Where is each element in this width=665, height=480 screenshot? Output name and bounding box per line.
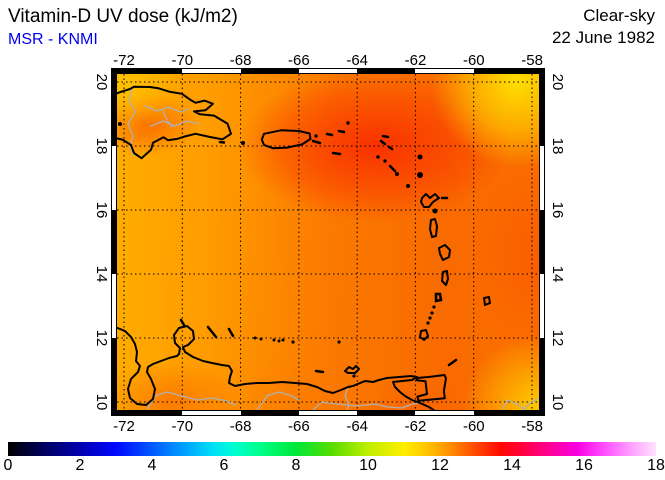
lon-tick-label: -60 [462,52,485,69]
island-outlines [344,193,491,374]
sky-condition-label: Clear-sky [583,6,655,25]
small-island-dots [118,121,438,378]
lon-tick-label: -58 [521,52,543,69]
map-frame-right [540,69,544,415]
colorbar-tick-label: 14 [503,457,521,474]
lon-tick-label: -62 [404,418,427,435]
lon-tick-label: -72 [113,418,135,435]
colorbar-gradient [8,442,656,456]
lat-tick-label: 10 [93,393,111,411]
puerto-rico-coast [260,129,312,150]
guadeloupe [420,193,440,208]
lat-tick-label: 12 [549,329,567,347]
venezuela-coast [117,325,436,410]
lat-tick-label: 14 [549,265,567,283]
barbados [483,296,491,306]
lat-tick-label: 12 [93,329,111,347]
lon-tick-label: -64 [346,52,369,69]
hispaniola-coast [117,85,232,160]
colorbar-tick-label: 0 [3,457,13,474]
lat-tick-label: 16 [549,201,567,219]
uv-dose-heatmap [116,73,540,411]
colorbar-tick-label: 2 [75,457,85,474]
lat-tick-label: 18 [549,137,567,155]
coastlines [117,85,447,410]
dominica [429,218,438,238]
lat-tick-label: 14 [93,265,111,283]
date-label: 22 June 1982 [551,28,655,47]
lon-tick-label: -70 [171,52,194,69]
lon-tick-label: -68 [229,418,252,435]
small-island-dashes [179,129,458,374]
martinique [438,244,451,261]
lat-tick-label: 20 [549,73,567,91]
lon-tick-label: -72 [113,52,135,69]
lat-tick-label: 18 [93,137,111,155]
map-frame-top [112,69,544,73]
graticule [117,74,539,410]
lon-tick-label: -58 [521,418,543,435]
lon-tick-label: -60 [462,418,485,435]
map-plot [111,68,545,416]
grenada [419,329,429,341]
colorbar-tick-label: 6 [219,457,229,474]
rivers-and-borders [127,87,538,410]
colorbar-tick-label: 4 [147,457,157,474]
margarita [344,365,360,374]
lat-tick-label: 20 [93,73,111,91]
data-source-label: MSR - KNMI [8,31,98,48]
page-title: Vitamin-D UV dose (kJ/m2) [8,6,238,27]
lat-tick-label: 10 [549,393,567,411]
lon-tick-label: -62 [404,52,427,69]
lon-tick-label: -68 [229,52,252,69]
colorbar-tick-label: 8 [291,457,301,474]
coastlines-overlay [117,74,539,410]
lon-tick-label: -70 [171,418,194,435]
colorbar-tick-label: 18 [647,457,665,474]
colorbar-tick-label: 10 [359,457,377,474]
colorbar-tick-label: 16 [575,457,593,474]
colorbar-tick-label: 12 [431,457,449,474]
map-frame-left [112,69,116,415]
map-frame-bottom [112,411,544,415]
st-lucia [441,270,449,286]
lon-tick-label: -64 [346,418,369,435]
lon-tick-label: -66 [288,52,310,69]
trinidad-coast [415,374,447,402]
lat-tick-label: 16 [93,201,111,219]
lon-tick-label: -66 [288,418,310,435]
